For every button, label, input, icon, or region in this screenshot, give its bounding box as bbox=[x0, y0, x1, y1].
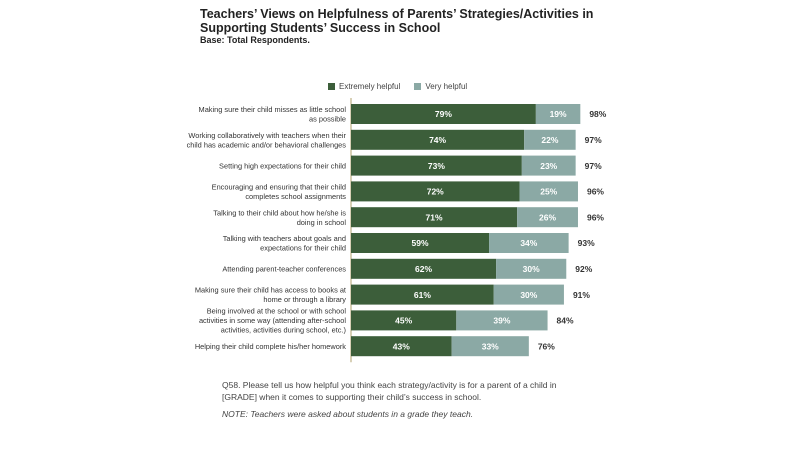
value-label-extremely: 62% bbox=[415, 264, 432, 274]
legend-swatch-very bbox=[414, 83, 422, 90]
category-label: Making sure their child misses as little… bbox=[199, 105, 347, 124]
bar-extremely bbox=[351, 207, 518, 228]
value-label-extremely: 45% bbox=[395, 316, 412, 326]
bar-extremely bbox=[351, 233, 490, 253]
bar-extremely bbox=[351, 155, 522, 176]
total-label: 97% bbox=[585, 161, 602, 171]
value-label-extremely: 73% bbox=[428, 161, 445, 171]
bar-very bbox=[517, 207, 578, 228]
bar-very bbox=[489, 233, 569, 253]
total-label: 98% bbox=[589, 109, 606, 119]
bar-extremely bbox=[351, 129, 525, 150]
value-label-extremely: 61% bbox=[414, 290, 431, 300]
category-label: Attending parent-teacher conferences bbox=[222, 265, 346, 274]
bar-very bbox=[493, 284, 564, 305]
legend-label-extremely: Extremely helpful bbox=[339, 82, 401, 91]
bar-very bbox=[496, 258, 567, 279]
value-label-extremely: 43% bbox=[393, 341, 410, 351]
note-text: NOTE: Teachers were asked about students… bbox=[222, 409, 474, 419]
total-label: 91% bbox=[573, 290, 590, 300]
category-label: Talking to their child about how he/she … bbox=[213, 208, 346, 227]
bar-very bbox=[456, 310, 548, 331]
value-label-very: 22% bbox=[541, 135, 558, 145]
value-label-very: 34% bbox=[520, 238, 537, 248]
value-label-extremely: 71% bbox=[426, 212, 443, 222]
category-label: Being involved at the school or with sch… bbox=[199, 307, 346, 335]
bar-very bbox=[535, 104, 581, 124]
category-label: Talking with teachers about goals and exp… bbox=[223, 234, 346, 253]
value-label-extremely: 74% bbox=[429, 135, 446, 145]
category-label: Working collaboratively with teachers wh… bbox=[187, 131, 347, 150]
bar-extremely bbox=[351, 258, 497, 279]
value-label-very: 33% bbox=[482, 341, 499, 351]
category-label: Making sure their child has access to bo… bbox=[195, 286, 346, 305]
bar-extremely bbox=[351, 181, 520, 202]
category-label: Encouraging and ensuring that their chil… bbox=[212, 182, 347, 201]
value-label-very: 26% bbox=[539, 212, 556, 222]
total-label: 96% bbox=[587, 187, 604, 197]
question-footnote: Q58. Please tell us how helpful you thin… bbox=[222, 380, 557, 402]
total-label: 97% bbox=[585, 135, 602, 145]
value-label-very: 19% bbox=[550, 109, 567, 119]
value-label-very: 30% bbox=[520, 290, 537, 300]
bar-very bbox=[521, 155, 576, 176]
value-label-extremely: 79% bbox=[435, 109, 452, 119]
bar-extremely bbox=[351, 336, 452, 357]
total-label: 84% bbox=[557, 316, 574, 326]
chart-legend: Extremely helpful Very helpful bbox=[328, 82, 467, 91]
bar-very bbox=[451, 336, 529, 357]
category-label: Helping their child complete his/her hom… bbox=[195, 342, 346, 351]
bar-extremely bbox=[351, 310, 457, 331]
total-label: 96% bbox=[587, 212, 604, 222]
value-label-very: 25% bbox=[540, 187, 557, 197]
total-label: 93% bbox=[578, 238, 595, 248]
value-label-very: 39% bbox=[493, 316, 510, 326]
category-label: Setting high expectations for their chil… bbox=[219, 161, 346, 170]
chart-subtitle: Base: Total Respondents. bbox=[200, 35, 310, 45]
chart-title: Teachers’ Views on Helpfulness of Parent… bbox=[200, 7, 594, 35]
total-label: 76% bbox=[538, 341, 555, 351]
bar-extremely bbox=[351, 104, 536, 124]
value-label-extremely: 72% bbox=[427, 187, 444, 197]
value-label-very: 23% bbox=[540, 161, 557, 171]
bar-extremely bbox=[351, 284, 494, 305]
value-label-extremely: 59% bbox=[412, 238, 429, 248]
legend-item-extremely: Extremely helpful bbox=[328, 82, 400, 91]
bar-very bbox=[524, 129, 576, 150]
legend-item-very: Very helpful bbox=[414, 82, 467, 91]
value-label-very: 30% bbox=[523, 264, 540, 274]
legend-label-very: Very helpful bbox=[425, 82, 468, 91]
total-label: 92% bbox=[575, 264, 592, 274]
bar-very bbox=[519, 181, 578, 202]
legend-swatch-extremely bbox=[328, 83, 335, 90]
